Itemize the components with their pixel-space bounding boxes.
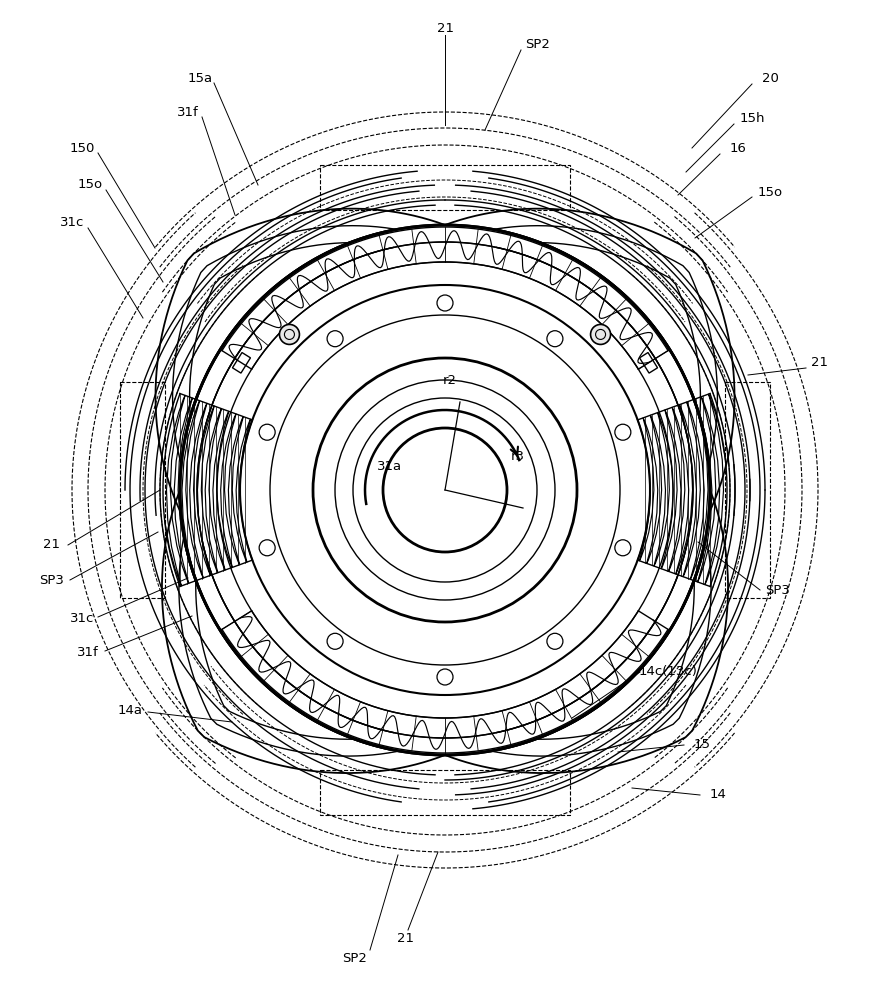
- Text: 16: 16: [730, 141, 747, 154]
- Text: 14c(13c): 14c(13c): [638, 666, 698, 678]
- Text: 21: 21: [397, 932, 414, 944]
- Circle shape: [180, 225, 710, 755]
- Text: 14a: 14a: [117, 704, 142, 716]
- Text: 31c: 31c: [69, 611, 94, 624]
- Text: 15a: 15a: [188, 72, 213, 85]
- Circle shape: [328, 633, 343, 649]
- Text: SP2: SP2: [343, 952, 368, 964]
- Text: 21: 21: [436, 21, 454, 34]
- Circle shape: [259, 424, 275, 440]
- Text: 15o: 15o: [757, 186, 782, 198]
- Circle shape: [279, 324, 299, 344]
- Text: 20: 20: [762, 72, 779, 85]
- Text: r3: r3: [511, 450, 525, 464]
- Text: 31f: 31f: [77, 646, 99, 658]
- Circle shape: [615, 424, 631, 440]
- Text: SP3: SP3: [765, 584, 790, 596]
- Circle shape: [328, 331, 343, 347]
- Circle shape: [547, 331, 562, 347]
- Text: 150: 150: [69, 141, 94, 154]
- Text: 31a: 31a: [377, 460, 402, 474]
- Text: r2: r2: [443, 373, 457, 386]
- Text: 14: 14: [709, 788, 726, 802]
- Text: 31c: 31c: [60, 216, 85, 229]
- Circle shape: [437, 295, 453, 311]
- Text: 31f: 31f: [177, 105, 198, 118]
- Circle shape: [259, 540, 275, 556]
- Text: 21: 21: [812, 356, 829, 368]
- Circle shape: [591, 324, 611, 344]
- Text: 15o: 15o: [77, 178, 102, 192]
- Text: SP3: SP3: [39, 574, 64, 586]
- Text: 15h: 15h: [740, 111, 765, 124]
- Text: 21: 21: [44, 538, 61, 552]
- Circle shape: [615, 540, 631, 556]
- Circle shape: [437, 669, 453, 685]
- Text: SP2: SP2: [526, 37, 550, 50]
- Circle shape: [547, 633, 562, 649]
- Text: 15: 15: [693, 738, 710, 752]
